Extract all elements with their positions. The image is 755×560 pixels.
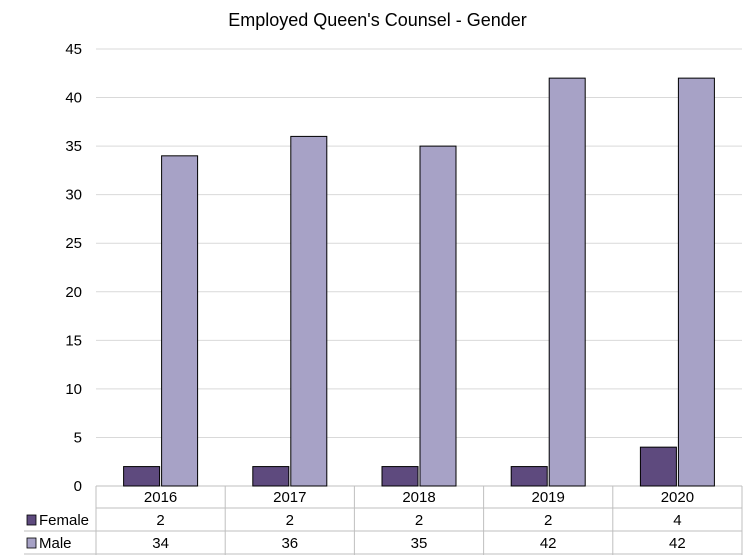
bar-male-2016: [161, 155, 199, 487]
bar-male-2019: [548, 77, 586, 487]
x-tick-label: 2016: [144, 489, 177, 506]
data-label-female-2018: 2: [415, 512, 423, 529]
bar-male-2017: [290, 135, 328, 487]
data-label-male-2016: 34: [152, 535, 169, 552]
y-tick-label: 0: [74, 478, 82, 495]
x-tick-label: 2017: [273, 489, 306, 506]
bar-female-2018: [381, 466, 419, 487]
legend-swatch-female: [26, 514, 37, 526]
data-label-female-2019: 2: [544, 512, 552, 529]
y-tick-label: 30: [65, 187, 82, 204]
gridlines: [96, 48, 742, 487]
legend-label-female: Female: [39, 512, 89, 529]
data-label-male-2018: 35: [411, 535, 428, 552]
data-label-female-2016: 2: [156, 512, 164, 529]
x-tick-label: 2019: [532, 489, 565, 506]
y-tick-label: 40: [65, 90, 82, 107]
chart-title: Employed Queen's Counsel - Gender: [228, 10, 527, 30]
bar-female-2016: [123, 466, 161, 487]
data-table: 2016 2017 2018 2019 2020 Female 2 2 2 2 4 Male 34 36 3…: [24, 486, 743, 555]
data-label-male-2020: 42: [669, 535, 686, 552]
data-label-female-2017: 2: [286, 512, 294, 529]
bar-female-2020: [639, 446, 677, 487]
y-tick-label: 45: [65, 41, 82, 58]
bar-female-2019: [510, 466, 548, 487]
bar-female-2017: [252, 466, 290, 487]
x-tick-label: 2018: [402, 489, 435, 506]
y-tick-label: 20: [65, 284, 82, 301]
y-axis: 0 5 10 15 20 25 30 35 40 45: [65, 41, 82, 495]
y-tick-label: 25: [65, 235, 82, 252]
data-label-male-2017: 36: [281, 535, 298, 552]
bars: [123, 77, 715, 487]
legend-swatch-male: [26, 537, 37, 549]
y-tick-label: 10: [65, 381, 82, 398]
y-tick-label: 15: [65, 332, 82, 349]
legend-label-male: Male: [39, 535, 72, 552]
y-tick-label: 35: [65, 138, 82, 155]
y-tick-label: 5: [74, 429, 82, 446]
bar-male-2020: [677, 77, 715, 487]
data-label-female-2020: 4: [673, 512, 681, 529]
data-label-male-2019: 42: [540, 535, 557, 552]
bar-male-2018: [419, 145, 457, 487]
x-tick-label: 2020: [661, 489, 694, 506]
